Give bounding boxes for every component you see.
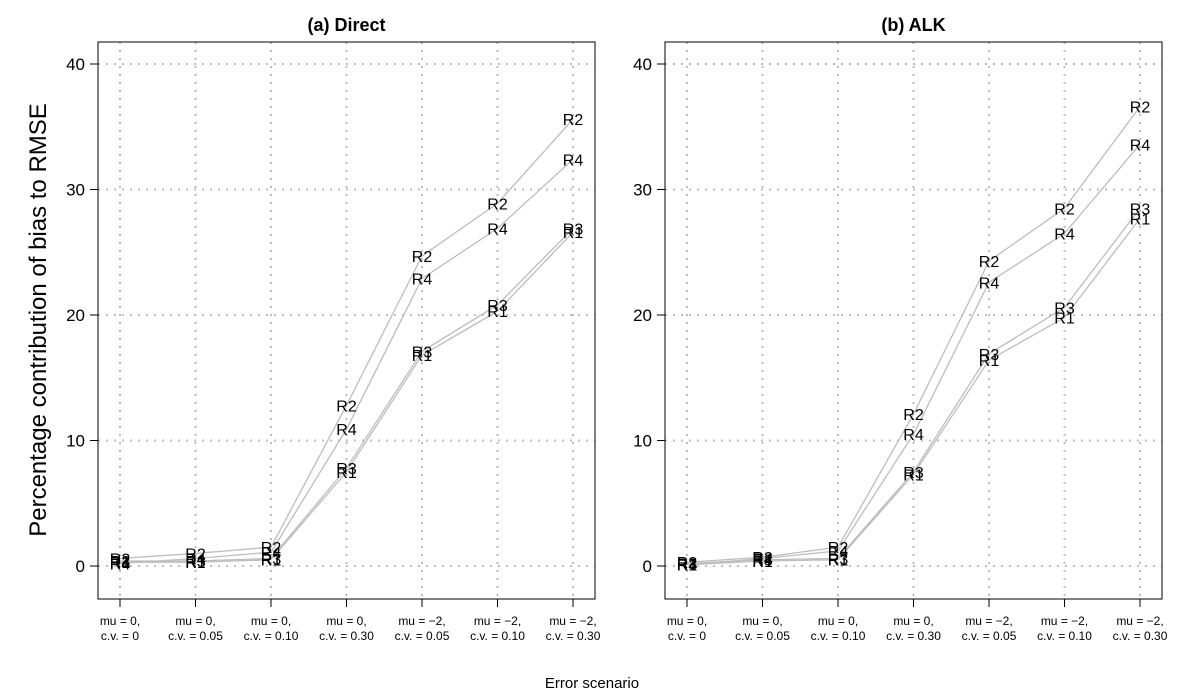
x-tick-label: mu = 0, c.v. = 0 <box>100 614 140 643</box>
point-label-r2: R2 <box>677 555 698 572</box>
series-line-r3 <box>120 227 574 562</box>
chart-panel-1: (a) Direct 0 10 20 30 40 mu = 0, c.v. = 0 mu = 0… <box>66 15 601 643</box>
point-label-r3: R3 <box>979 347 1000 364</box>
point-label-r2: R2 <box>110 551 131 568</box>
point-label-r4: R4 <box>563 152 584 169</box>
point-label-r3: R3 <box>261 551 282 568</box>
point-label-r4: R4 <box>1054 226 1075 243</box>
point-label-r1: R1 <box>1054 311 1075 328</box>
point-label-r4: R4 <box>903 427 924 444</box>
point-label-r2: R2 <box>261 540 282 557</box>
point-label-r2: R2 <box>752 550 773 567</box>
x-tick-label: mu = 0, c.v. = 0.30 <box>886 614 941 643</box>
point-label-r4: R4 <box>110 556 131 573</box>
point-label-r1: R1 <box>677 558 698 575</box>
point-label-r4: R4 <box>828 544 849 561</box>
point-label-r2: R2 <box>336 398 357 415</box>
y-tick-label: 30 <box>66 181 85 200</box>
point-label-r3: R3 <box>903 465 924 482</box>
y-tick-label: 40 <box>633 55 652 74</box>
y-tick-label: 40 <box>66 55 85 74</box>
x-tick-label: mu = 0, c.v. = 0.10 <box>244 614 299 643</box>
point-label-r3: R3 <box>110 554 131 571</box>
series-line-r1 <box>120 231 574 563</box>
x-tick-label: mu = −2, c.v. = 0.05 <box>962 614 1017 643</box>
x-axis-label: Error scenario <box>545 675 639 692</box>
series-line-r4 <box>686 143 1141 566</box>
x-tick-label: mu = 0, c.v. = 0.05 <box>735 614 790 643</box>
point-label-r3: R3 <box>336 461 357 478</box>
y-tick-label: 20 <box>66 306 85 325</box>
point-label-r2: R2 <box>1054 201 1075 218</box>
point-label-r1: R1 <box>563 225 584 242</box>
y-tick-label: 0 <box>76 557 85 576</box>
point-label-r3: R3 <box>828 551 849 568</box>
point-label-r1: R1 <box>828 553 849 570</box>
y-tick-label: 30 <box>633 181 652 200</box>
point-label-r3: R3 <box>752 553 773 570</box>
point-label-r2: R2 <box>1130 100 1151 117</box>
y-tick-label: 0 <box>643 557 652 576</box>
point-label-r4: R4 <box>412 272 433 289</box>
series-line-r3 <box>686 207 1141 565</box>
chart-title: (b) ALK <box>881 15 945 35</box>
x-tick-label: mu = 0, c.v. = 0.10 <box>811 614 866 643</box>
chart-panel-2: (b) ALK 0 10 20 30 40 mu = 0, c.v. = 0 mu = 0, c.… <box>633 15 1168 643</box>
point-label-r2: R2 <box>487 196 508 213</box>
point-label-r4: R4 <box>336 422 357 439</box>
point-label-r4: R4 <box>1130 137 1151 154</box>
point-label-r2: R2 <box>903 407 924 424</box>
point-label-r1: R1 <box>903 467 924 484</box>
point-label-r2: R2 <box>185 546 206 563</box>
x-tick-label: mu = −2, c.v. = 0.05 <box>395 614 450 643</box>
x-tick-label: mu = −2, c.v. = 0.10 <box>1037 614 1092 643</box>
point-label-r4: R4 <box>752 551 773 568</box>
point-label-r1: R1 <box>487 304 508 321</box>
point-label-r3: R3 <box>412 344 433 361</box>
chart-title: (a) Direct <box>307 15 385 35</box>
series-line-r2 <box>686 106 1141 563</box>
point-label-r3: R3 <box>1054 300 1075 317</box>
series-line-r4 <box>119 158 574 565</box>
y-tick-label: 10 <box>633 432 652 451</box>
x-tick-label: mu = 0, c.v. = 0.30 <box>319 614 374 643</box>
point-label-r1: R1 <box>110 555 131 572</box>
x-tick-label: mu = 0, c.v. = 0 <box>667 614 707 643</box>
point-label-r3: R3 <box>487 298 508 315</box>
point-label-r2: R2 <box>412 249 433 266</box>
y-tick-label: 20 <box>633 306 652 325</box>
series-line-r2 <box>119 118 574 560</box>
point-label-r1: R1 <box>752 554 773 571</box>
x-tick-label: mu = −2, c.v. = 0.30 <box>1113 614 1168 643</box>
point-label-r4: R4 <box>979 275 1000 292</box>
point-label-r1: R1 <box>412 348 433 365</box>
point-label-r3: R3 <box>677 556 698 573</box>
point-label-r3: R3 <box>563 221 584 238</box>
point-label-r2: R2 <box>563 112 584 129</box>
y-tick-label: 10 <box>66 432 85 451</box>
point-label-r1: R1 <box>336 465 357 482</box>
series-line-r1 <box>686 217 1141 566</box>
x-tick-label: mu = −2, c.v. = 0.30 <box>546 614 601 643</box>
point-label-r4: R4 <box>677 558 698 575</box>
x-tick-label: mu = −2, c.v. = 0.10 <box>470 614 525 643</box>
point-label-r1: R1 <box>1130 211 1151 228</box>
point-label-r1: R1 <box>979 353 1000 370</box>
point-label-r4: R4 <box>185 551 206 568</box>
point-label-r4: R4 <box>487 221 508 238</box>
point-label-r3: R3 <box>1130 201 1151 218</box>
point-label-r2: R2 <box>979 254 1000 271</box>
point-label-r1: R1 <box>185 555 206 572</box>
point-label-r2: R2 <box>828 540 849 557</box>
point-label-r4: R4 <box>261 545 282 562</box>
point-label-r3: R3 <box>185 554 206 571</box>
point-label-r1: R1 <box>261 553 282 570</box>
y-axis-label: Percentage contribution of bias to RMSE <box>25 103 52 537</box>
x-tick-label: mu = 0, c.v. = 0.05 <box>168 614 223 643</box>
